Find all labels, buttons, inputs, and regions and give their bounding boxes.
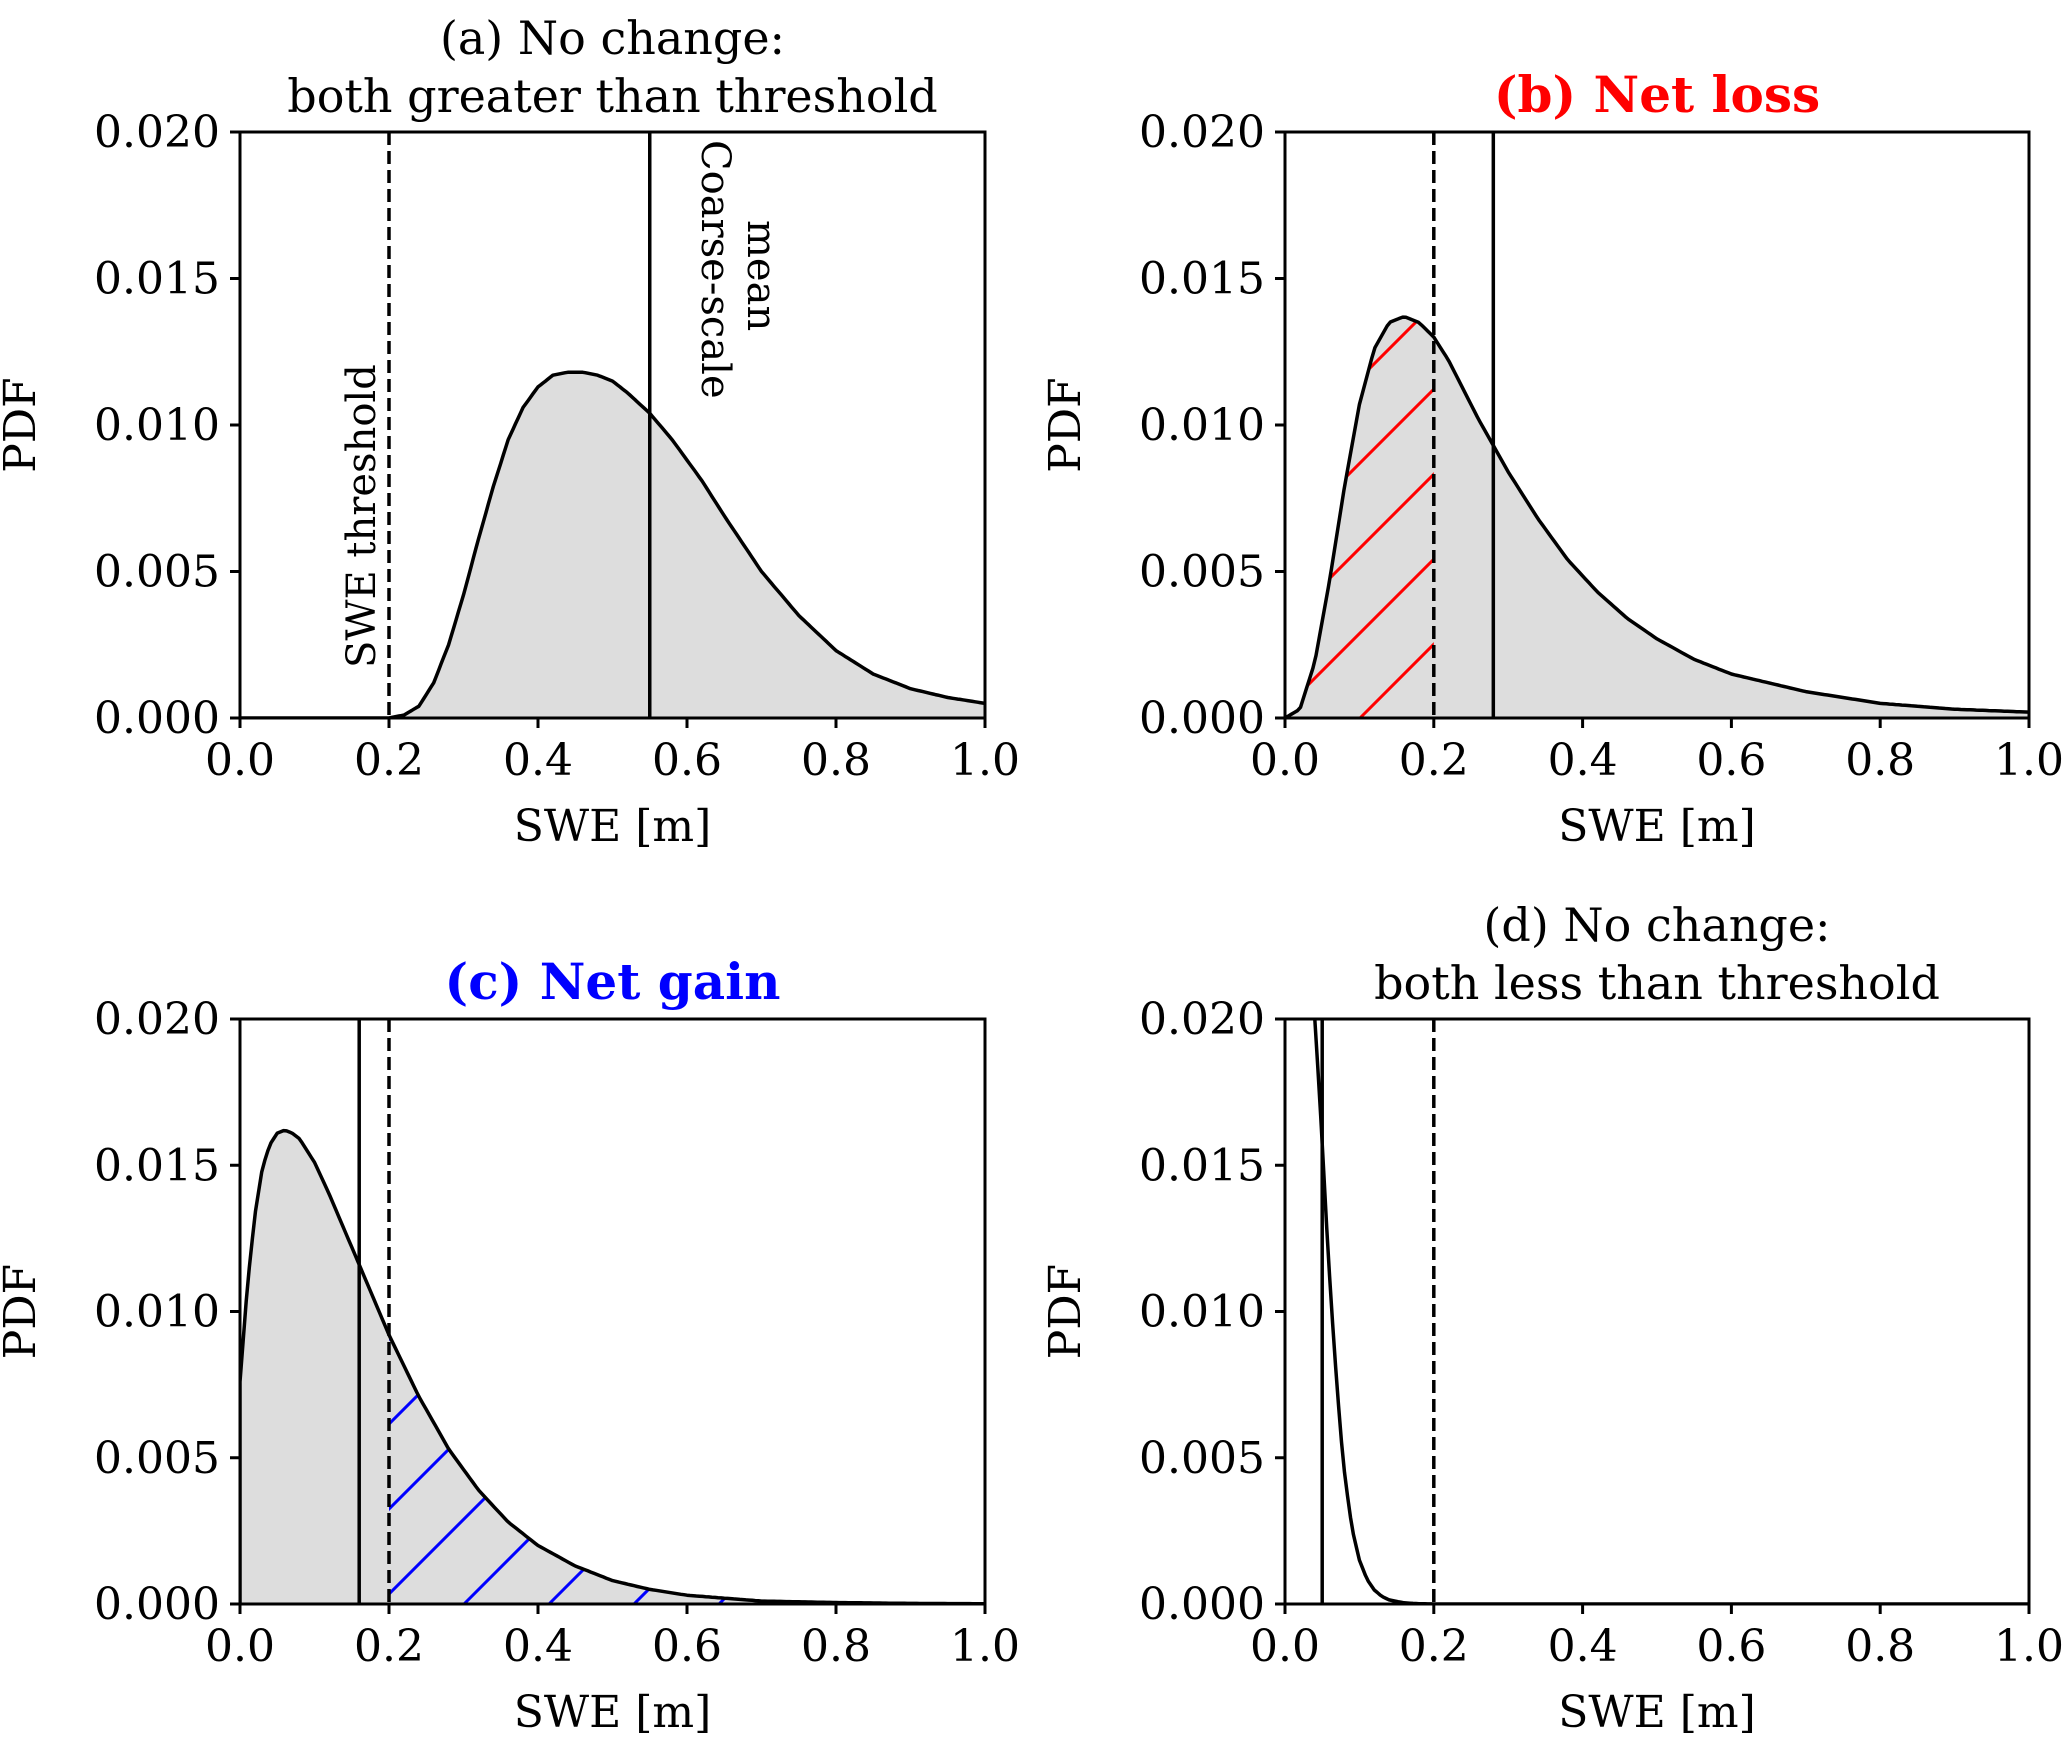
y-axis-label: PDF bbox=[0, 377, 46, 472]
hatch-line bbox=[632, 1334, 985, 1604]
x-tick-label: 0.2 bbox=[354, 1621, 424, 1672]
y-tick-label: 0.005 bbox=[94, 1433, 220, 1484]
plot-area bbox=[1313, 1019, 2029, 1604]
subplot-title: both less than threshold bbox=[1374, 956, 1940, 1010]
x-tick-label: 0.2 bbox=[1399, 1621, 1469, 1672]
plot-area bbox=[240, 132, 985, 718]
fill-area bbox=[1285, 317, 2029, 718]
subplot-d: 0.0 0.2 0.4 0.6 0.8 1.0 0.000 0.005 0.010 0.015 0.… bbox=[1040, 898, 2064, 1738]
x-tick-label: 0.4 bbox=[1548, 735, 1618, 786]
x-tick-label: 0.0 bbox=[205, 1621, 275, 1672]
x-tick-label: 1.0 bbox=[950, 735, 1020, 786]
subplot-title: (b) Net loss bbox=[1494, 65, 1820, 124]
x-tick-label: 1.0 bbox=[1994, 735, 2064, 786]
y-axis-label: PDF bbox=[0, 1264, 46, 1359]
y-tick-label: 0.020 bbox=[1139, 107, 1265, 158]
x-tick-label: 0.4 bbox=[503, 1621, 573, 1672]
fill-area bbox=[389, 372, 985, 718]
subplot-title: (d) No change: bbox=[1483, 898, 1830, 952]
plot-area bbox=[1285, 132, 2029, 718]
x-tick-label: 0.8 bbox=[1845, 1621, 1915, 1672]
y-tick-label: 0.000 bbox=[1139, 1579, 1265, 1630]
y-tick-label: 0.020 bbox=[1139, 994, 1265, 1045]
x-tick-label: 0.4 bbox=[1548, 1621, 1618, 1672]
y-tick-label: 0.010 bbox=[1139, 400, 1265, 451]
x-tick-label: 0.2 bbox=[354, 735, 424, 786]
x-tick-label: 1.0 bbox=[950, 1621, 1020, 1672]
x-tick-label: 0.2 bbox=[1399, 735, 1469, 786]
x-tick-label: 0.8 bbox=[801, 1621, 871, 1672]
y-tick-label: 0.015 bbox=[1139, 1140, 1265, 1191]
y-tick-label: 0.000 bbox=[1139, 693, 1265, 744]
y-tick-label: 0.020 bbox=[94, 994, 220, 1045]
y-axis-label: PDF bbox=[1040, 1264, 1091, 1359]
hatch-lines bbox=[1285, 317, 1434, 718]
x-axis-label: SWE [m] bbox=[1558, 1687, 1756, 1738]
subplot-b: 0.0 0.2 0.4 0.6 0.8 1.0 0.000 0.005 0.010 0.015 0.… bbox=[1040, 65, 2064, 852]
x-tick-label: 0.0 bbox=[1250, 735, 1320, 786]
x-tick-label: 0.6 bbox=[1696, 735, 1766, 786]
y-tick-label: 0.015 bbox=[94, 1140, 220, 1191]
x-tick-label: 1.0 bbox=[1994, 1621, 2064, 1672]
subplot-a: 0.0 0.2 0.4 0.6 0.8 1.0 0.000 0.005 0.010 0.015 0.… bbox=[0, 11, 1020, 852]
y-tick-label: 0.000 bbox=[94, 693, 220, 744]
pdf-curve bbox=[1285, 315, 2029, 718]
y-tick-label: 0.000 bbox=[94, 1579, 220, 1630]
y-tick-label: 0.010 bbox=[94, 400, 220, 451]
coarse-mean-annotation: Coarse-scalemean bbox=[692, 140, 784, 399]
y-tick-label: 0.010 bbox=[94, 1287, 220, 1338]
x-tick-label: 0.6 bbox=[1696, 1621, 1766, 1672]
fill-area bbox=[240, 1130, 985, 1604]
x-tick-label: 0.6 bbox=[652, 735, 722, 786]
pdf-curve bbox=[240, 370, 985, 718]
x-tick-label: 0.6 bbox=[652, 1621, 722, 1672]
x-axis-label: SWE [m] bbox=[514, 801, 712, 852]
axes-frame bbox=[1283, 1017, 2031, 1606]
subplot-title: (c) Net gain bbox=[445, 952, 781, 1011]
x-tick-label: 0.0 bbox=[205, 735, 275, 786]
y-axis-label: PDF bbox=[1040, 377, 1091, 472]
x-tick-label: 0.0 bbox=[1250, 1621, 1320, 1672]
y-tick-label: 0.015 bbox=[94, 254, 220, 305]
x-tick-label: 0.8 bbox=[801, 735, 871, 786]
hatch-line bbox=[972, 1334, 985, 1604]
subplot-title: both greater than threshold bbox=[287, 69, 937, 123]
subplot-title: (a) No change: bbox=[440, 11, 785, 65]
y-tick-label: 0.005 bbox=[1139, 547, 1265, 598]
x-tick-label: 0.4 bbox=[503, 735, 573, 786]
y-tick-label: 0.005 bbox=[94, 547, 220, 598]
x-tick-label: 0.8 bbox=[1845, 735, 1915, 786]
y-tick-label: 0.005 bbox=[1139, 1433, 1265, 1484]
y-tick-label: 0.020 bbox=[94, 107, 220, 158]
hatch-line bbox=[1285, 317, 1434, 718]
swe-threshold-annotation: SWE threshold bbox=[339, 364, 385, 668]
y-tick-label: 0.010 bbox=[1139, 1287, 1265, 1338]
pdf-curve bbox=[1313, 1019, 2029, 1604]
x-axis-label: SWE [m] bbox=[1558, 801, 1756, 852]
x-axis-label: SWE [m] bbox=[514, 1687, 712, 1738]
y-tick-label: 0.015 bbox=[1139, 254, 1265, 305]
